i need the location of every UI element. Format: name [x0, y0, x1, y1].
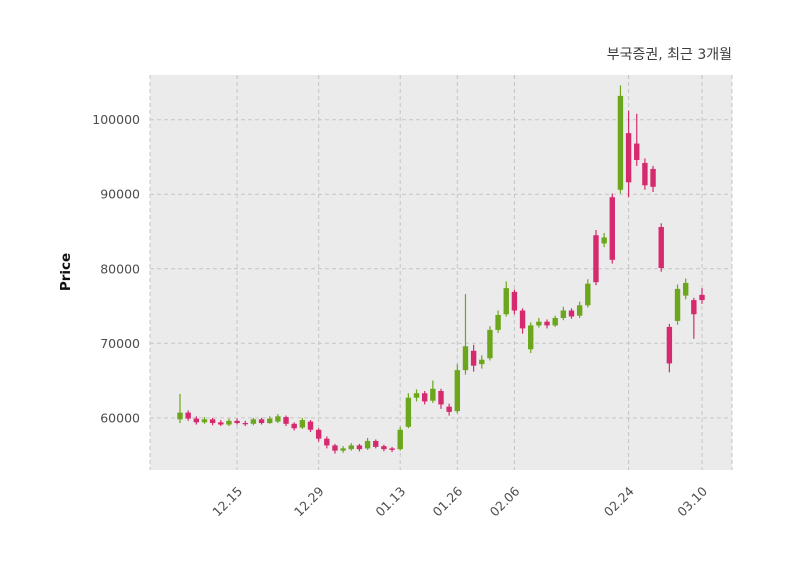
candle-body — [201, 419, 208, 423]
candle-body — [283, 417, 289, 424]
chart-title: 부국증권, 최근 3개월 — [606, 47, 732, 63]
candle-body — [691, 300, 697, 315]
candle-body — [470, 350, 477, 366]
candle-body — [519, 310, 526, 329]
candle-body — [250, 419, 257, 424]
candle-body — [267, 418, 273, 424]
candle-body — [552, 317, 558, 326]
x-tick-label: 03.10 — [674, 483, 710, 519]
candle-body — [495, 314, 501, 330]
candle-body — [332, 445, 338, 451]
x-tick-label: 02.06 — [487, 483, 523, 519]
candle-body — [682, 282, 689, 296]
candle-body — [536, 321, 542, 326]
candle-body — [307, 421, 314, 430]
y-tick-label: 100000 — [92, 112, 140, 127]
candle-body — [568, 310, 575, 317]
candle-body — [544, 321, 550, 326]
candle-body — [275, 416, 281, 422]
candle-body — [430, 388, 436, 401]
candle-body — [454, 370, 461, 412]
candle-body — [576, 305, 583, 316]
candle-body — [634, 143, 640, 160]
candle-body — [356, 445, 363, 450]
x-tick-label: 01.13 — [372, 484, 408, 520]
candle-body — [193, 418, 200, 423]
candle-body — [315, 429, 322, 439]
candle-body — [609, 197, 615, 260]
candle-body — [528, 325, 534, 350]
candle-body — [381, 446, 387, 450]
candle-body — [258, 419, 265, 424]
candle-body — [389, 448, 395, 450]
candle-body — [650, 168, 656, 187]
candle-body — [503, 288, 509, 315]
candle-body — [674, 288, 681, 321]
candle-body — [291, 423, 297, 429]
candle-body — [373, 440, 379, 447]
y-tick-label: 90000 — [100, 187, 140, 202]
candle-body — [487, 329, 493, 359]
candle-body — [699, 294, 705, 301]
candle-body — [438, 391, 444, 405]
candle-body — [421, 393, 428, 402]
candle-body — [177, 412, 183, 420]
candle-body — [462, 346, 469, 371]
candle-body — [185, 412, 191, 419]
candle-body — [226, 420, 232, 425]
x-tick-label: 12.15 — [209, 484, 245, 520]
candle-body — [364, 440, 371, 449]
x-tick-label: 12.29 — [291, 483, 327, 519]
candle-body — [666, 326, 673, 364]
candle-body — [340, 448, 346, 451]
y-tick-label: 70000 — [100, 336, 140, 351]
candle-body — [617, 95, 624, 190]
candle-body — [397, 429, 403, 450]
candle-body — [234, 420, 240, 424]
candle-body — [446, 406, 452, 412]
candle-body — [413, 393, 420, 398]
candle-body — [479, 359, 485, 365]
candle-body — [593, 235, 599, 283]
candle-body — [209, 419, 216, 424]
x-tick-label: 02.24 — [601, 483, 637, 519]
candle-body — [348, 445, 354, 450]
candle-body — [242, 423, 248, 425]
x-tick-label: 01.26 — [430, 483, 466, 519]
candle-body — [560, 310, 567, 318]
candle-body — [658, 227, 664, 269]
candle-body — [511, 291, 518, 311]
candle-body — [601, 237, 607, 244]
candle-body — [218, 422, 224, 425]
y-tick-label: 80000 — [100, 261, 140, 276]
candle-body — [324, 438, 330, 446]
candle-body — [625, 133, 632, 183]
candle-body — [585, 283, 591, 306]
candle-body — [299, 420, 306, 428]
candle-body — [405, 397, 412, 427]
y-tick-label: 60000 — [100, 410, 140, 425]
candle-body — [642, 162, 648, 186]
